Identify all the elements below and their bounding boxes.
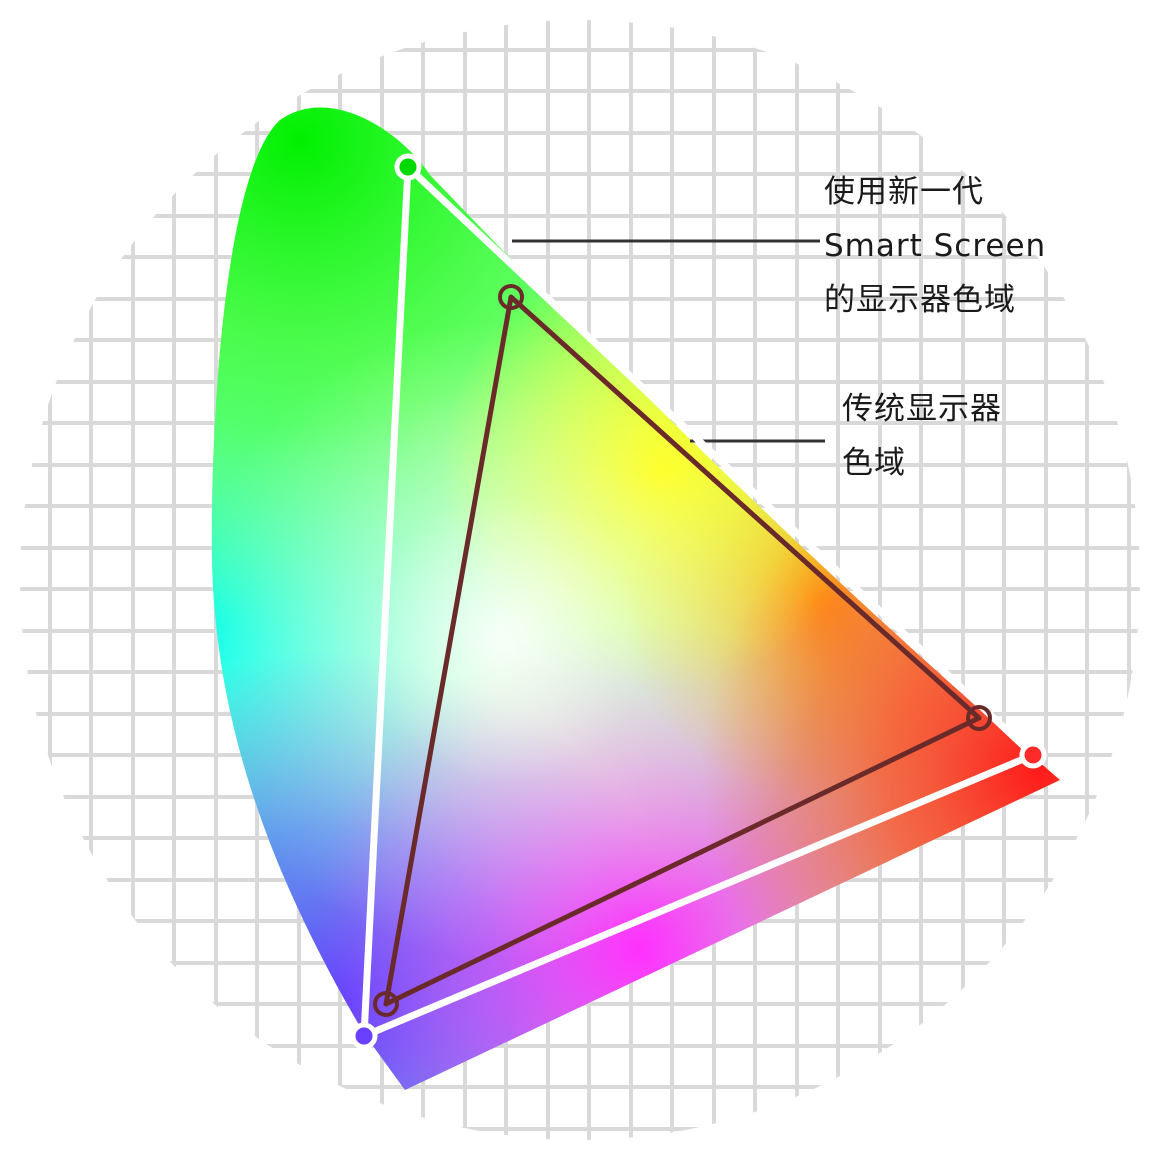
traditional-gamut-label-line-1: 传统显示器 xyxy=(842,391,1002,427)
traditional-red-vertex-marker xyxy=(966,705,992,731)
traditional-gamut-triangle xyxy=(383,294,982,1007)
new-blue-vertex-marker xyxy=(350,1022,378,1050)
new-gamut-label-line-3: 的显示器色域 xyxy=(824,282,1016,318)
traditional-green-vertex-marker xyxy=(498,284,524,310)
new-gamut-label-line-1: 使用新一代 xyxy=(824,174,984,210)
new-green-vertex-marker xyxy=(394,153,422,181)
traditional-blue-vertex-marker xyxy=(373,991,399,1017)
traditional-gamut-label: 传统显示器 色域 xyxy=(842,382,1002,490)
traditional-gamut-label-line-2: 色域 xyxy=(842,445,906,481)
new-gamut-label: 使用新一代 Smart Screen 的显示器色域 xyxy=(824,165,1046,327)
new-red-vertex-marker xyxy=(1019,741,1047,769)
new-gamut-triangle xyxy=(360,163,1037,1040)
new-gamut-label-line-2: Smart Screen xyxy=(824,228,1047,264)
